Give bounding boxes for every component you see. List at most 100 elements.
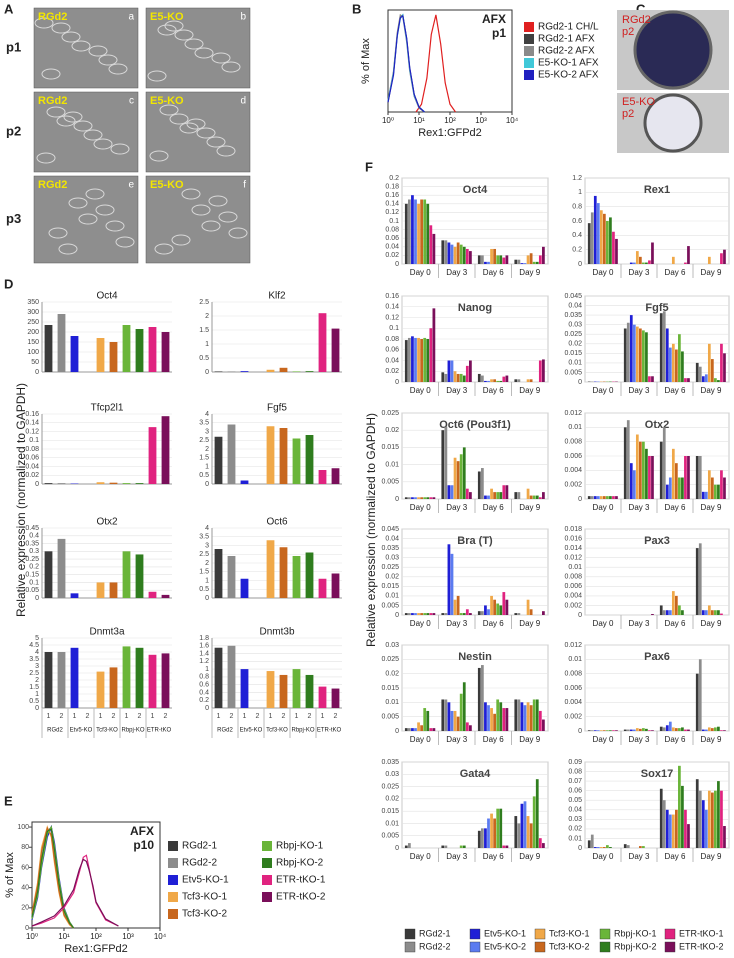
bar (651, 242, 654, 264)
bar (214, 436, 223, 484)
bar (626, 845, 630, 848)
chart-title: Gata4 (460, 768, 491, 780)
bar (490, 488, 493, 499)
bar (70, 647, 79, 708)
group-label: Etv5-KO (70, 728, 93, 734)
bar (596, 730, 600, 731)
bar (648, 376, 651, 382)
bar (407, 337, 411, 382)
legend-swatch (524, 34, 534, 44)
bar (629, 262, 633, 264)
bar (453, 246, 457, 264)
bar (593, 496, 597, 499)
bar (711, 610, 714, 615)
bar (526, 488, 530, 499)
y-tick-label: 1.8 (199, 635, 209, 642)
bar (626, 729, 630, 731)
bar (704, 374, 708, 382)
legend-swatch (524, 46, 534, 56)
bar (407, 728, 411, 731)
bar (632, 729, 636, 731)
bar (535, 699, 539, 731)
panel-label: F (365, 159, 373, 174)
bar (417, 203, 420, 264)
bar (623, 427, 627, 499)
x-tick-label: 2 (308, 713, 312, 720)
y-tick-label: 0.1 (29, 437, 39, 444)
x-tick-label: Day 3 (629, 503, 650, 512)
x-tick-label: 2 (256, 713, 260, 720)
y-tick-label: 0.04 (568, 302, 582, 309)
bar (426, 710, 430, 731)
cell-texture (208, 195, 228, 207)
bar (587, 730, 591, 731)
cell-texture (174, 29, 194, 41)
x-tick-label: Day 9 (701, 268, 722, 277)
y-tick-label: 5 (35, 635, 39, 642)
bar (678, 334, 681, 382)
bar (499, 808, 503, 848)
bar (665, 809, 669, 848)
bar (465, 488, 469, 499)
group-label: RGd2 (47, 728, 63, 734)
image-label: E5-KO (150, 95, 184, 107)
bar (161, 653, 170, 708)
y-tick-label: 0.14 (385, 201, 399, 208)
x-tick-label: 10⁰ (382, 116, 394, 125)
legend-label: ETR-tKO-2 (679, 941, 724, 951)
bar (542, 246, 545, 264)
image-label: E5-KO (150, 11, 184, 23)
bar (469, 492, 472, 499)
y-tick-label: 0.03 (385, 771, 399, 778)
bar (109, 667, 118, 708)
bar (717, 610, 720, 615)
bar (331, 573, 340, 598)
bar (441, 613, 445, 615)
bar (675, 463, 678, 499)
bar (305, 674, 314, 708)
y-tick-label: 0.015 (381, 685, 399, 692)
bar (444, 373, 448, 382)
x-tick-label: Day 9 (701, 386, 722, 395)
bar (411, 613, 414, 615)
bar (331, 468, 340, 484)
chart-subtitle: p1 (492, 26, 506, 40)
cell-texture (41, 68, 61, 80)
legend-label: RGd2-1 (182, 841, 217, 852)
x-tick-label: 1 (295, 713, 299, 720)
bar (447, 702, 451, 731)
x-tick-label: Day 9 (519, 852, 540, 861)
legend-label: ETR-tKO-1 (276, 875, 326, 886)
cell-texture (149, 150, 169, 162)
bar (523, 705, 527, 731)
bar (538, 838, 542, 848)
bar (514, 699, 518, 731)
bar (587, 496, 591, 499)
bar (456, 461, 460, 499)
bar (526, 379, 530, 382)
cell-texture (93, 138, 113, 150)
chart-title: Sox17 (641, 768, 673, 780)
bar (96, 582, 105, 598)
legend-swatch (599, 928, 611, 940)
bar (469, 613, 472, 615)
bar (639, 441, 642, 499)
chart-title: Dnmt3a (89, 627, 124, 638)
bar (632, 324, 636, 382)
group-label: RGd2 (217, 728, 233, 734)
bar (603, 496, 606, 499)
y-tick-label: 3 (35, 663, 39, 670)
bar (96, 482, 105, 484)
legend-label: ETR-tKO-1 (679, 928, 724, 938)
cell-texture (206, 136, 226, 148)
y-axis-title: Relative expression (normalized to GAPDH… (364, 413, 378, 647)
y-tick-label: 0.1 (389, 325, 399, 332)
curve (31, 854, 119, 927)
image-letter: e (128, 180, 134, 191)
bar (687, 246, 690, 264)
bar (684, 262, 687, 264)
bar (423, 613, 427, 615)
bar (648, 730, 651, 731)
bar (593, 730, 597, 731)
y-tick-label: 0.01 (568, 656, 582, 663)
